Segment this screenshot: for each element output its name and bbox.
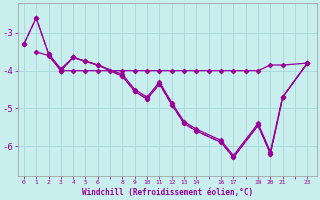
X-axis label: Windchill (Refroidissement éolien,°C): Windchill (Refroidissement éolien,°C)	[82, 188, 253, 197]
